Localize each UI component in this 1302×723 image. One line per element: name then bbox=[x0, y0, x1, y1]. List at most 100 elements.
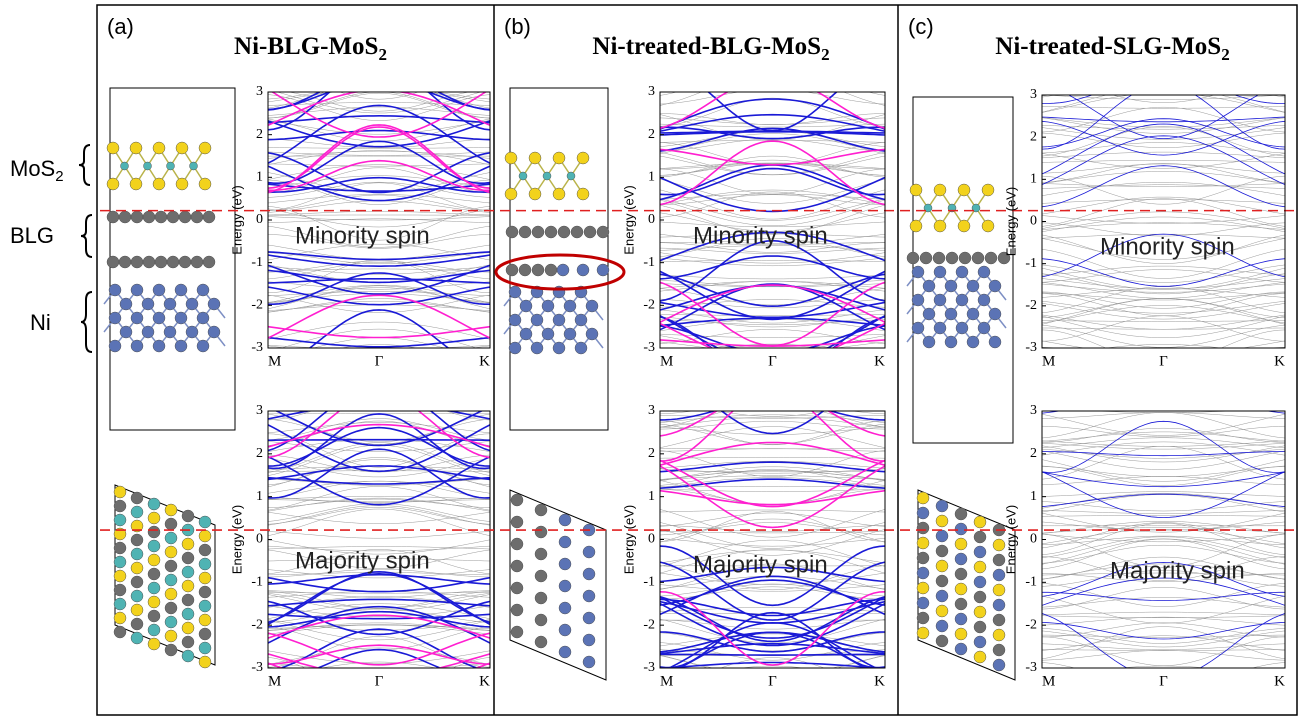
y-tick-label: -3 bbox=[643, 340, 655, 355]
band-line bbox=[268, 255, 490, 266]
layer-label: MoS2 bbox=[10, 156, 64, 185]
atom bbox=[165, 588, 177, 600]
band-line bbox=[1042, 199, 1285, 227]
atom bbox=[917, 582, 929, 594]
atom bbox=[993, 599, 1005, 611]
band-line bbox=[1042, 493, 1285, 508]
y-tick-label: 3 bbox=[256, 403, 263, 418]
atom bbox=[131, 548, 143, 560]
band-line bbox=[1042, 623, 1285, 637]
atom bbox=[120, 298, 132, 310]
atom bbox=[920, 252, 932, 264]
atom bbox=[509, 314, 521, 326]
atom bbox=[199, 628, 211, 640]
atom bbox=[535, 504, 547, 516]
atom bbox=[165, 602, 177, 614]
atom bbox=[956, 266, 968, 278]
band-line bbox=[660, 351, 885, 352]
band-line bbox=[1042, 449, 1285, 458]
atom bbox=[933, 252, 945, 264]
atom bbox=[974, 576, 986, 588]
panel-label: (c) bbox=[908, 14, 934, 39]
atom bbox=[597, 226, 609, 238]
atom bbox=[982, 220, 994, 232]
atom bbox=[584, 226, 596, 238]
atom bbox=[203, 211, 215, 223]
atom bbox=[936, 620, 948, 632]
atom bbox=[936, 545, 948, 557]
atom bbox=[182, 552, 194, 564]
title-text: Ni-BLG-MoS bbox=[234, 33, 378, 60]
atom bbox=[917, 552, 929, 564]
band-line bbox=[268, 260, 490, 293]
atom bbox=[165, 546, 177, 558]
atom bbox=[130, 142, 142, 154]
atom bbox=[506, 226, 518, 238]
atom bbox=[511, 516, 523, 528]
band-line bbox=[1042, 259, 1285, 287]
band-line bbox=[268, 116, 490, 123]
atom bbox=[199, 178, 211, 190]
atom bbox=[131, 604, 143, 616]
atom bbox=[989, 336, 1001, 348]
atom bbox=[923, 308, 935, 320]
atom bbox=[182, 650, 194, 662]
atom bbox=[912, 322, 924, 334]
band-line bbox=[1042, 199, 1285, 203]
band-line bbox=[660, 156, 885, 177]
band-line bbox=[660, 141, 885, 205]
band-line bbox=[660, 451, 885, 477]
band-line bbox=[268, 440, 490, 441]
atom bbox=[955, 553, 967, 565]
band-line bbox=[1042, 118, 1285, 134]
band-line bbox=[1042, 301, 1285, 313]
k-point-label: M bbox=[1042, 673, 1055, 689]
atom bbox=[114, 556, 126, 568]
atom bbox=[505, 188, 517, 200]
atom bbox=[955, 643, 967, 655]
atom bbox=[148, 638, 160, 650]
atom bbox=[559, 646, 571, 658]
band-line bbox=[660, 421, 885, 429]
atom bbox=[153, 284, 165, 296]
atom bbox=[978, 266, 990, 278]
atom bbox=[985, 252, 997, 264]
atom bbox=[936, 530, 948, 542]
band-line bbox=[1042, 414, 1285, 435]
atom bbox=[532, 264, 544, 276]
atom bbox=[199, 614, 211, 626]
atom bbox=[199, 600, 211, 612]
y-tick-label: 0 bbox=[256, 212, 263, 227]
atom bbox=[993, 614, 1005, 626]
atom bbox=[535, 636, 547, 648]
k-point-label: K bbox=[1274, 673, 1285, 689]
y-tick-label: 2 bbox=[1030, 446, 1037, 461]
atom bbox=[519, 226, 531, 238]
band-line bbox=[1042, 446, 1285, 479]
atom bbox=[131, 632, 143, 644]
band-line bbox=[268, 460, 490, 487]
atom bbox=[143, 211, 155, 223]
atom bbox=[148, 526, 160, 538]
band-line bbox=[660, 391, 885, 436]
atom bbox=[967, 280, 979, 292]
band-line bbox=[1042, 432, 1285, 441]
band-line bbox=[660, 391, 885, 397]
atom bbox=[577, 188, 589, 200]
band-line bbox=[660, 258, 885, 266]
band-line bbox=[660, 513, 885, 526]
atom bbox=[182, 622, 194, 634]
atom bbox=[107, 256, 119, 268]
band-line bbox=[660, 89, 885, 104]
band-line bbox=[660, 342, 885, 352]
atom bbox=[119, 211, 131, 223]
atom bbox=[967, 336, 979, 348]
y-tick-label: 0 bbox=[648, 212, 655, 227]
atom bbox=[577, 264, 589, 276]
band-line bbox=[660, 403, 885, 414]
band-line bbox=[268, 481, 490, 493]
brace bbox=[79, 145, 90, 185]
atom bbox=[529, 188, 541, 200]
atom bbox=[545, 226, 557, 238]
atom bbox=[559, 514, 571, 526]
